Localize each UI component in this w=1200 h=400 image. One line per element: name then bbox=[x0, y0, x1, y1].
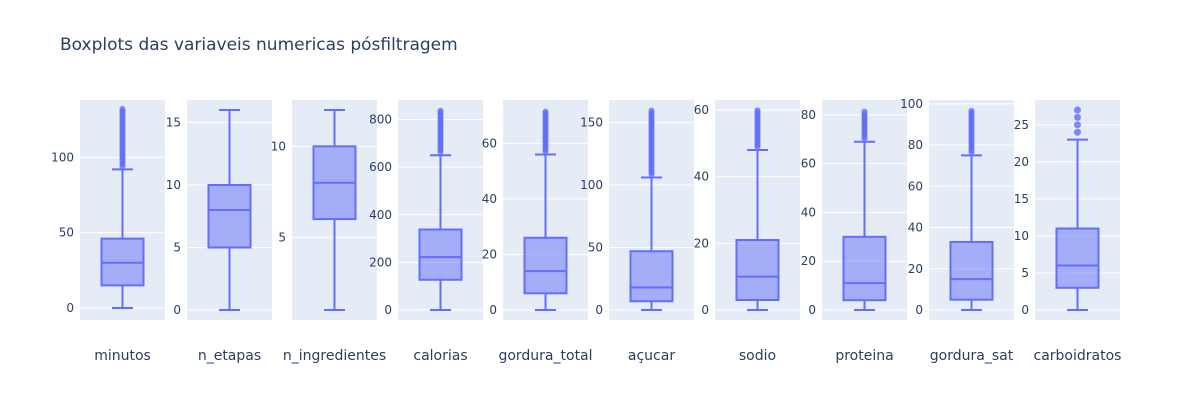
y-tick-label: 50 bbox=[59, 226, 74, 240]
y-tick-label: 50 bbox=[588, 241, 603, 255]
y-tick-label: 20 bbox=[482, 247, 497, 261]
outlier-point bbox=[754, 107, 761, 114]
x-category-label: minutos bbox=[94, 348, 151, 364]
y-tick-label: 40 bbox=[694, 170, 709, 184]
box bbox=[207, 184, 252, 249]
y-tick-label: 10 bbox=[166, 178, 181, 192]
y-tick-label: 80 bbox=[801, 108, 816, 122]
subplot-n_etapas: 0 5 10 15 n_etapas bbox=[166, 100, 272, 364]
box bbox=[1055, 227, 1100, 289]
y-tick-label: 60 bbox=[801, 157, 816, 171]
box bbox=[842, 235, 887, 302]
y-tick-label: 20 bbox=[1014, 155, 1029, 169]
y-tick-label: 20 bbox=[694, 236, 709, 250]
y-tick-label: 20 bbox=[908, 262, 923, 276]
box bbox=[949, 240, 994, 301]
y-tick-label: 40 bbox=[482, 192, 497, 206]
y-tick-label: 0 bbox=[595, 303, 603, 317]
subplot-sodio: 0 20 40 60 sodio bbox=[694, 100, 800, 364]
y-tick-label: 5 bbox=[278, 230, 286, 244]
outlier-point bbox=[542, 108, 549, 115]
y-tick-label: 0 bbox=[808, 303, 816, 317]
y-tick-label: 10 bbox=[271, 139, 286, 153]
y-tick-label: 80 bbox=[908, 138, 923, 152]
subplot-gordura_total: 0 20 40 60 gordura_total bbox=[482, 100, 593, 364]
outlier-point bbox=[1074, 106, 1081, 114]
y-tick-label: 40 bbox=[908, 221, 923, 235]
x-category-label: gordura_sat bbox=[930, 348, 1014, 364]
outlier-point bbox=[119, 105, 126, 112]
y-tick-label: 0 bbox=[173, 303, 181, 317]
outlier-point bbox=[968, 107, 975, 114]
outlier-point bbox=[437, 107, 444, 114]
y-tick-label: 100 bbox=[580, 178, 603, 192]
y-tick-label: 100 bbox=[51, 150, 74, 164]
subplot-carboidratos: 0 5 10 15 20 25 carboidratos bbox=[1014, 100, 1122, 364]
y-tick-label: 25 bbox=[1014, 118, 1029, 132]
y-tick-label: 0 bbox=[915, 303, 923, 317]
y-tick-label: 100 bbox=[900, 97, 923, 111]
x-category-label: açucar bbox=[628, 348, 675, 364]
y-tick-label: 0 bbox=[66, 301, 74, 315]
box bbox=[523, 236, 568, 295]
chart-title: Boxplots das variaveis numericas pósfilt… bbox=[60, 35, 458, 55]
y-tick-label: 800 bbox=[369, 113, 392, 127]
y-tick-label: 0 bbox=[384, 303, 392, 317]
outlier-point bbox=[1074, 128, 1081, 136]
y-tick-label: 60 bbox=[694, 103, 709, 117]
box bbox=[629, 250, 674, 303]
y-tick-label: 60 bbox=[908, 179, 923, 193]
y-tick-label: 10 bbox=[1014, 229, 1029, 243]
outlier-point bbox=[1074, 121, 1081, 129]
x-category-label: carboidratos bbox=[1034, 348, 1122, 364]
y-tick-label: 5 bbox=[1021, 266, 1029, 280]
subplot-gordura_sat: 0 20 40 60 80 100 gordura_sat bbox=[900, 97, 1014, 364]
x-category-label: sodio bbox=[739, 348, 776, 364]
subplot-proteina: 0 20 40 60 80 proteina bbox=[801, 100, 907, 364]
y-tick-label: 0 bbox=[489, 303, 497, 317]
subplot-açucar: 0 50 100 150 açucar bbox=[580, 100, 694, 364]
y-tick-label: 20 bbox=[801, 254, 816, 268]
y-tick-label: 15 bbox=[1014, 192, 1029, 206]
y-tick-label: 0 bbox=[701, 303, 709, 317]
y-tick-label: 15 bbox=[166, 116, 181, 130]
y-tick-label: 200 bbox=[369, 255, 392, 269]
x-category-label: proteina bbox=[835, 348, 893, 364]
x-category-label: calorias bbox=[413, 348, 467, 364]
y-tick-label: 0 bbox=[1021, 303, 1029, 317]
outlier-point bbox=[648, 107, 655, 114]
y-tick-label: 60 bbox=[482, 136, 497, 150]
y-tick-label: 150 bbox=[580, 116, 603, 130]
x-category-label: n_ingredientes bbox=[283, 348, 386, 364]
x-category-label: gordura_total bbox=[498, 348, 592, 364]
y-tick-label: 600 bbox=[369, 160, 392, 174]
outlier-point bbox=[1074, 113, 1081, 121]
y-tick-label: 400 bbox=[369, 208, 392, 222]
subplot-panels: 050100minutos051015n_etapas510n_ingredie… bbox=[51, 97, 1121, 364]
box bbox=[735, 239, 780, 301]
y-tick-label: 5 bbox=[173, 241, 181, 255]
subplot-n_ingredientes: 5 10 n_ingredientes bbox=[271, 100, 386, 364]
subplot-calorias: 0 200 400 600 800 calorias bbox=[369, 100, 483, 364]
y-tick-label: 40 bbox=[801, 205, 816, 219]
box bbox=[418, 228, 463, 281]
x-category-label: n_etapas bbox=[198, 348, 261, 364]
outlier-point bbox=[861, 108, 868, 115]
subplot-minutos: 0 50 100 minutos bbox=[51, 100, 165, 364]
